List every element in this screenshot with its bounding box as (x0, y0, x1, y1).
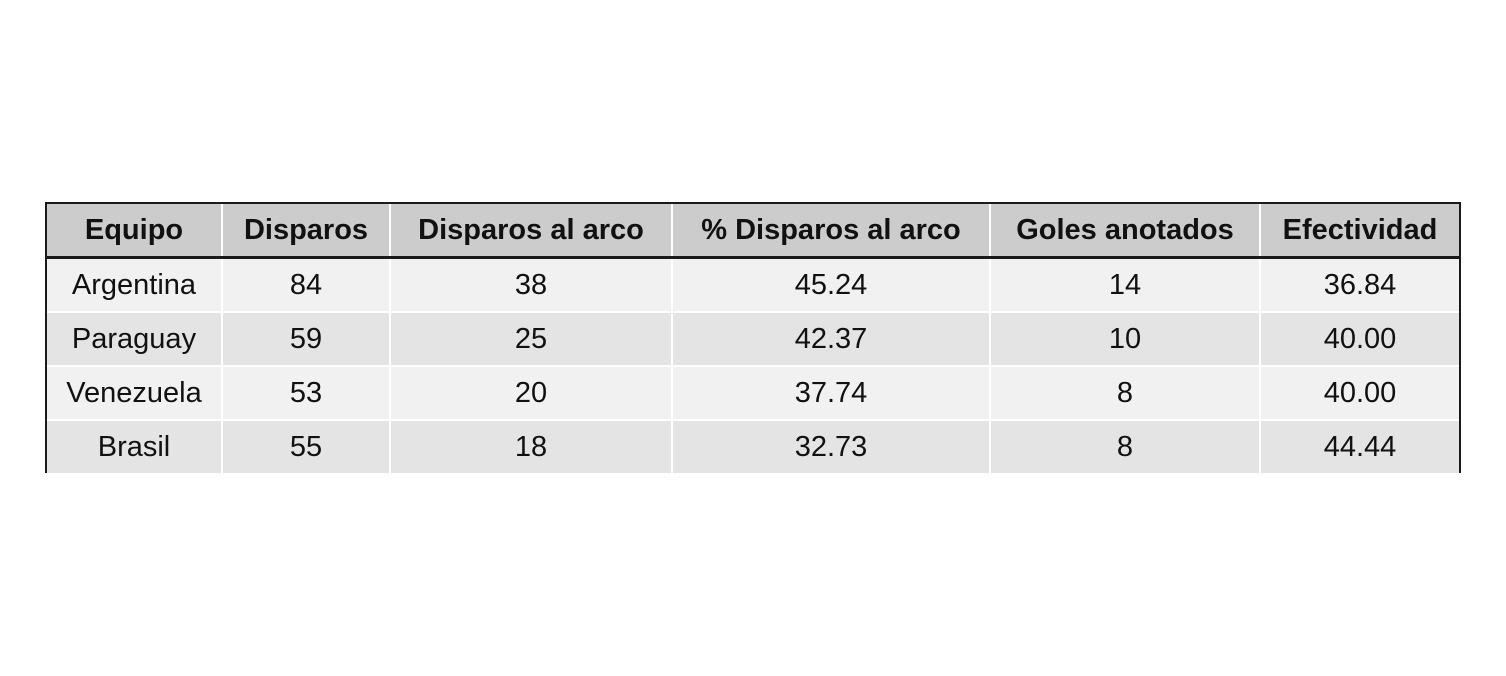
table-header-row: Equipo Disparos Disparos al arco % Dispa… (47, 204, 1459, 259)
table-cell: 18 (389, 419, 672, 473)
column-header-equipo: Equipo (47, 204, 222, 259)
column-header-efectividad: Efectividad (1259, 204, 1459, 259)
table-cell: 45.24 (671, 256, 990, 312)
table-cell: 8 (989, 419, 1260, 473)
table-cell: 25 (389, 311, 672, 366)
table-cell: 20 (389, 365, 672, 420)
table-cell: 37.74 (671, 365, 990, 420)
table-cell: Venezuela (47, 365, 222, 420)
column-header-goles-anotados: Goles anotados (989, 204, 1260, 259)
table-cell: 40.00 (1259, 365, 1459, 420)
table-cell: Brasil (47, 419, 222, 473)
table-cell: 44.44 (1259, 419, 1459, 473)
table-cell: 40.00 (1259, 311, 1459, 366)
table-cell: 38 (389, 256, 672, 312)
table-row: Argentina 84 38 45.24 14 36.84 (47, 256, 1459, 312)
table-row: Brasil 55 18 32.73 8 44.44 (47, 419, 1459, 473)
stats-table-container: Equipo Disparos Disparos al arco % Dispa… (45, 202, 1461, 473)
column-header-disparos-al-arco: Disparos al arco (389, 204, 672, 259)
table-cell: 8 (989, 365, 1260, 420)
table-cell: 84 (221, 256, 390, 312)
table-cell: 32.73 (671, 419, 990, 473)
table-row: Venezuela 53 20 37.74 8 40.00 (47, 365, 1459, 420)
table-cell: 53 (221, 365, 390, 420)
table-cell: 59 (221, 311, 390, 366)
stats-table: Equipo Disparos Disparos al arco % Dispa… (47, 204, 1459, 473)
table-cell: 10 (989, 311, 1260, 366)
column-header-disparos: Disparos (221, 204, 390, 259)
table-cell: 36.84 (1259, 256, 1459, 312)
table-cell: 14 (989, 256, 1260, 312)
column-header-pct-disparos-al-arco: % Disparos al arco (671, 204, 990, 259)
table-cell: Argentina (47, 256, 222, 312)
table-cell: 42.37 (671, 311, 990, 366)
table-cell: Paraguay (47, 311, 222, 366)
table-row: Paraguay 59 25 42.37 10 40.00 (47, 311, 1459, 366)
table-cell: 55 (221, 419, 390, 473)
